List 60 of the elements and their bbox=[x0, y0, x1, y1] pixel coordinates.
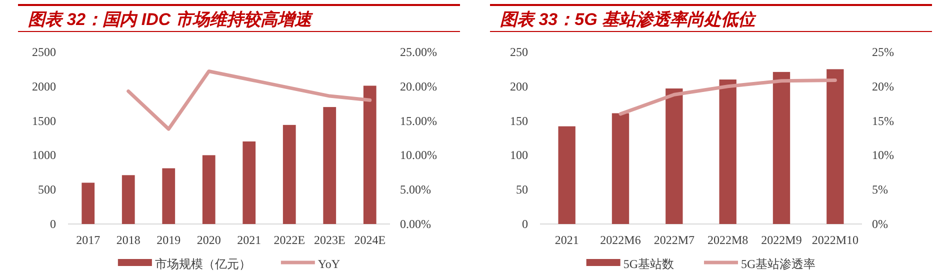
x-tick-label: 2019 bbox=[156, 233, 181, 247]
y2-tick-label: 20% bbox=[872, 79, 894, 94]
bar bbox=[202, 155, 216, 224]
legend-label: 5G基站渗透率 bbox=[741, 257, 816, 271]
bar bbox=[558, 126, 576, 224]
y-tick-label: 0 bbox=[50, 217, 56, 231]
x-tick-label: 2017 bbox=[76, 233, 100, 247]
y2-tick-label: 0% bbox=[872, 217, 888, 231]
bar bbox=[282, 124, 296, 224]
bar bbox=[82, 182, 95, 224]
y2-tick-label: 5.00% bbox=[400, 182, 431, 197]
y-tick-label: 2000 bbox=[32, 79, 56, 94]
y-tick-label: 500 bbox=[38, 182, 56, 197]
bar bbox=[666, 88, 683, 224]
y-tick-label: 50 bbox=[516, 182, 528, 197]
y2-tick-label: 15.00% bbox=[400, 114, 437, 128]
bar bbox=[122, 175, 135, 224]
x-tick-label: 2022M8 bbox=[707, 233, 748, 247]
x-tick-label: 2020 bbox=[196, 233, 221, 247]
y2-tick-label: 0.00% bbox=[400, 217, 431, 231]
legend-label: 5G基站数 bbox=[623, 257, 674, 271]
x-tick-label: 2021 bbox=[554, 233, 579, 247]
y-tick-label: 100 bbox=[510, 148, 528, 162]
x-tick-label: 2021 bbox=[237, 233, 262, 247]
x-tick-label: 2022M7 bbox=[654, 233, 695, 247]
bar bbox=[242, 141, 256, 224]
y-tick-label: 2500 bbox=[32, 45, 56, 59]
y-tick-label: 0 bbox=[522, 217, 528, 231]
legend-label: 市场规模（亿元） bbox=[154, 257, 251, 271]
bar bbox=[363, 86, 376, 224]
bar bbox=[719, 80, 736, 224]
bar bbox=[612, 113, 630, 224]
x-tick-label: 2022M6 bbox=[600, 233, 641, 247]
bar bbox=[162, 168, 176, 224]
y2-tick-label: 25% bbox=[872, 45, 894, 59]
bar bbox=[323, 107, 336, 224]
y-tick-label: 250 bbox=[510, 45, 528, 59]
chart-title: 图表 32：国内 IDC 市场维持较高增速 bbox=[28, 10, 314, 29]
x-tick-label: 2018 bbox=[116, 233, 140, 247]
x-tick-label: 2023E bbox=[314, 233, 346, 247]
x-tick-label: 2022M9 bbox=[761, 233, 802, 247]
y2-tick-label: 20.00% bbox=[400, 79, 437, 94]
y-tick-label: 150 bbox=[510, 114, 528, 128]
x-tick-label: 2022M10 bbox=[812, 233, 859, 247]
y2-tick-label: 15% bbox=[872, 114, 894, 128]
y-tick-label: 1500 bbox=[32, 114, 56, 128]
y2-tick-label: 10.00% bbox=[400, 148, 437, 162]
y-tick-label: 1000 bbox=[32, 148, 56, 162]
line-series bbox=[126, 70, 372, 131]
bar bbox=[826, 69, 844, 224]
x-tick-label: 2024E bbox=[354, 233, 386, 247]
y-tick-label: 200 bbox=[510, 79, 528, 94]
y2-tick-label: 25.00% bbox=[400, 45, 437, 59]
y2-tick-label: 10% bbox=[872, 148, 894, 162]
legend-label: YoY bbox=[318, 257, 340, 271]
bar bbox=[772, 72, 790, 224]
y2-tick-label: 5% bbox=[872, 182, 888, 197]
line-series bbox=[618, 78, 837, 116]
chart-title: 图表 33：5G 基站渗透率尚处低位 bbox=[500, 10, 758, 29]
x-tick-label: 2022E bbox=[274, 233, 306, 247]
